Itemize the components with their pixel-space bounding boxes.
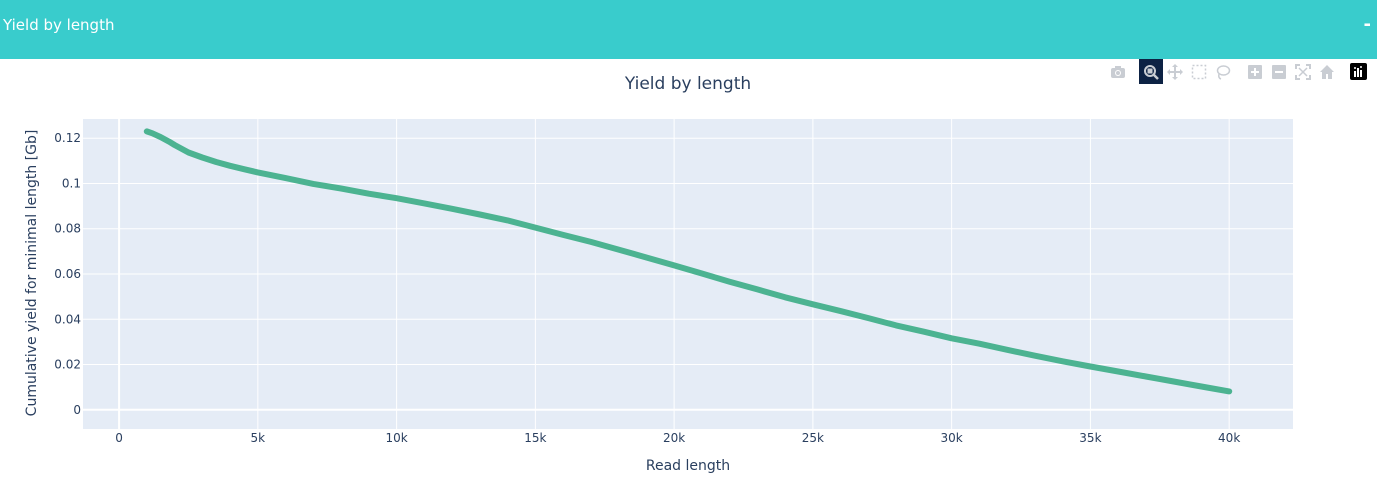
x-tick-labels: 0 5k 10k 15k 20k 25k 30k 35k 40k <box>115 431 1240 445</box>
x-axis-label: Read length <box>646 458 730 474</box>
x-tick-label: 25k <box>802 431 824 445</box>
y-tick-label: 0 <box>73 403 81 417</box>
yield-chart[interactable]: Yield by length 0 5k 10k 15k 20k 25k 30k 35k 40k… <box>0 59 1377 502</box>
panel-title: Yield by length <box>3 16 115 34</box>
plotly-logo-icon[interactable] <box>1350 63 1367 80</box>
lasso-select-icon[interactable] <box>1211 59 1235 84</box>
box-select-icon[interactable] <box>1187 59 1211 84</box>
x-tick-label: 20k <box>663 431 685 445</box>
autoscale-icon[interactable] <box>1291 59 1315 84</box>
zoom-in-icon[interactable] <box>1243 59 1267 84</box>
chart-title: Yield by length <box>624 74 751 94</box>
x-tick-label: 40k <box>1218 431 1240 445</box>
zoom-icon[interactable] <box>1139 59 1163 84</box>
x-tick-label: 30k <box>941 431 963 445</box>
y-tick-label: 0.08 <box>54 222 81 236</box>
pan-icon[interactable] <box>1163 59 1187 84</box>
x-tick-label: 35k <box>1079 431 1101 445</box>
y-axis-label: Cumulative yield for minimal length [Gb] <box>24 130 40 417</box>
y-tick-label: 0.06 <box>54 267 81 281</box>
reset-axes-icon[interactable] <box>1315 59 1339 84</box>
x-tick-label: 0 <box>115 431 123 445</box>
y-tick-label: 0.12 <box>54 131 81 145</box>
y-tick-labels: 0 0.02 0.04 0.06 0.08 0.1 0.12 <box>54 131 81 417</box>
y-tick-label: 0.04 <box>54 312 81 326</box>
y-tick-label: 0.02 <box>54 358 81 372</box>
x-tick-label: 15k <box>524 431 546 445</box>
panel-header: Yield by length - <box>0 0 1377 59</box>
camera-icon[interactable] <box>1106 59 1130 84</box>
x-tick-label: 5k <box>251 431 266 445</box>
series-line <box>143 128 1233 395</box>
y-tick-label: 0.1 <box>62 176 81 190</box>
zoom-out-icon[interactable] <box>1267 59 1291 84</box>
collapse-button[interactable]: - <box>1363 14 1371 35</box>
x-tick-label: 10k <box>385 431 407 445</box>
